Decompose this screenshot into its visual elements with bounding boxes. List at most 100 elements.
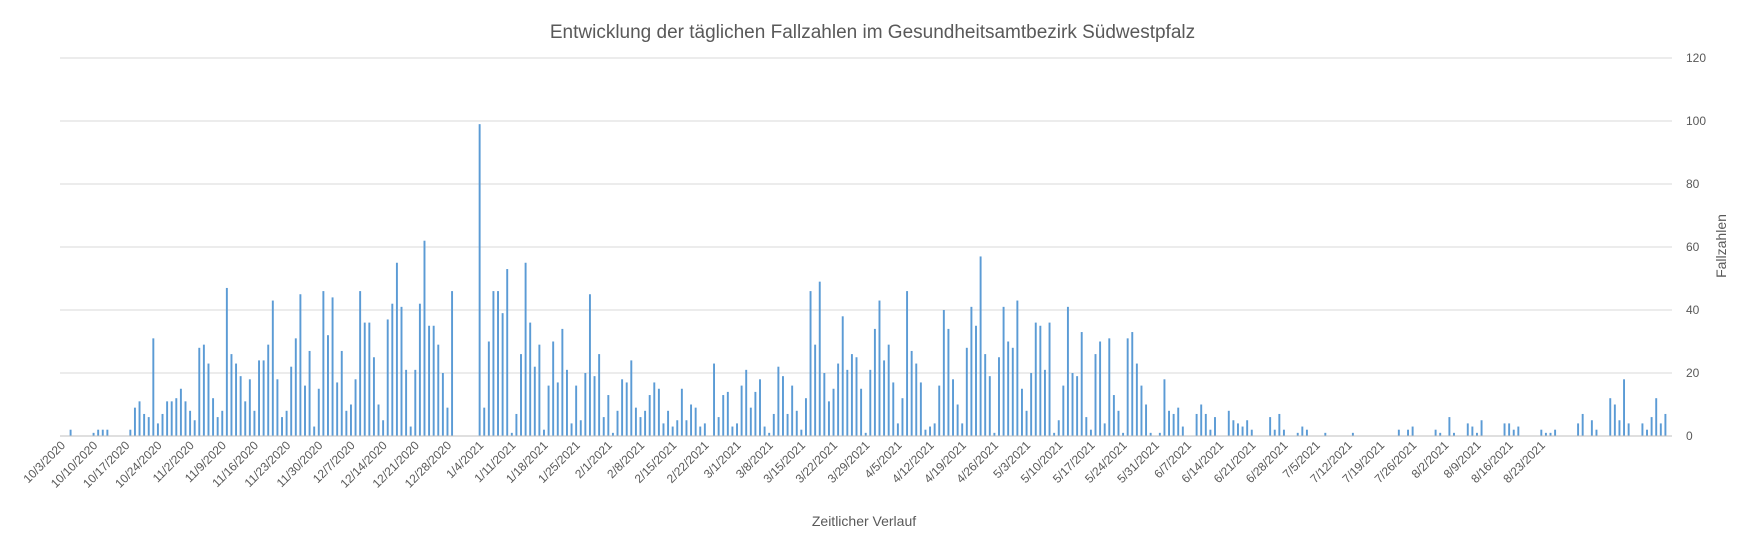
bar [230, 354, 233, 436]
gridlines [60, 57, 1672, 374]
bar [1085, 417, 1088, 436]
bar [993, 432, 996, 436]
bar [354, 379, 357, 436]
bar [717, 417, 720, 436]
bar [349, 404, 352, 436]
bar [386, 319, 389, 436]
bar [1351, 432, 1354, 436]
bar [368, 322, 371, 436]
bar [400, 306, 403, 436]
bar [726, 391, 729, 436]
bar [1434, 429, 1437, 436]
bar [179, 388, 182, 436]
bar [621, 379, 624, 436]
bar [685, 420, 688, 436]
x-tick-labels: 10/3/202010/10/202010/17/202010/24/20201… [20, 438, 1548, 491]
bar [800, 429, 803, 436]
bar [239, 376, 242, 436]
bar [772, 413, 775, 436]
bar [258, 360, 260, 436]
bar [1471, 426, 1474, 436]
bar [363, 322, 366, 436]
bar [216, 417, 219, 436]
bar [648, 395, 651, 436]
bar [1135, 363, 1138, 436]
bar [850, 354, 853, 436]
bar [1034, 322, 1037, 436]
bar [202, 344, 205, 436]
bar [423, 240, 426, 436]
chart-title: Entwicklung der täglichen Fallzahlen im … [549, 22, 1196, 43]
bar [593, 376, 596, 436]
bar [1273, 429, 1276, 436]
bar [561, 328, 564, 436]
bar [634, 407, 637, 436]
bar [97, 429, 100, 436]
bar [823, 373, 826, 436]
bar [703, 423, 706, 436]
bar [1581, 413, 1584, 436]
bar [1227, 410, 1230, 436]
bar [1177, 407, 1180, 436]
x-axis-label: Zeitlicher Verlauf [812, 513, 916, 529]
y-tick-label: 120 [1686, 51, 1706, 65]
bar [133, 407, 136, 436]
bar [1623, 379, 1625, 436]
bar [869, 369, 872, 436]
bar [1609, 398, 1612, 436]
bar [855, 357, 858, 436]
bar [979, 256, 982, 436]
bar [235, 363, 238, 436]
bar [285, 410, 288, 436]
bar [1577, 423, 1580, 436]
bar [1324, 432, 1327, 436]
bar [1282, 429, 1285, 436]
bar [1466, 423, 1469, 436]
bar [1517, 426, 1520, 436]
bar [193, 420, 196, 436]
bar [699, 426, 702, 436]
bar [1554, 429, 1557, 436]
bar [405, 369, 408, 436]
bar [487, 341, 490, 436]
bar [1062, 385, 1065, 436]
bar [611, 432, 614, 436]
bar [938, 385, 941, 436]
bar [414, 369, 417, 436]
bar [276, 379, 279, 436]
bar [1439, 432, 1442, 436]
bar [662, 423, 665, 436]
bar [184, 401, 187, 436]
bar [630, 360, 633, 436]
bar [1508, 423, 1511, 436]
bar [676, 420, 679, 436]
bar [515, 413, 518, 436]
bar [1158, 432, 1161, 436]
bar [873, 328, 876, 436]
bar [520, 354, 522, 436]
bar [1181, 426, 1184, 436]
bar [984, 354, 987, 436]
bar [340, 350, 343, 436]
bar [864, 432, 867, 436]
bar [1122, 432, 1125, 436]
bar [543, 429, 545, 436]
bar [1237, 423, 1239, 436]
bar [359, 291, 362, 436]
bar [221, 410, 224, 436]
bar [970, 306, 973, 436]
bar [1131, 332, 1134, 436]
bar [906, 291, 909, 436]
bar [1246, 420, 1249, 436]
bar [644, 410, 647, 436]
bar [1618, 420, 1621, 436]
bar [759, 379, 761, 436]
y-tick-labels: 0 20 40 60 80 100 120 [1686, 51, 1706, 443]
bar [101, 429, 104, 436]
bar [395, 262, 398, 436]
bar [1613, 404, 1616, 436]
bar [901, 398, 904, 436]
bar [1269, 417, 1272, 436]
bar [690, 404, 693, 436]
bar [1149, 432, 1152, 436]
